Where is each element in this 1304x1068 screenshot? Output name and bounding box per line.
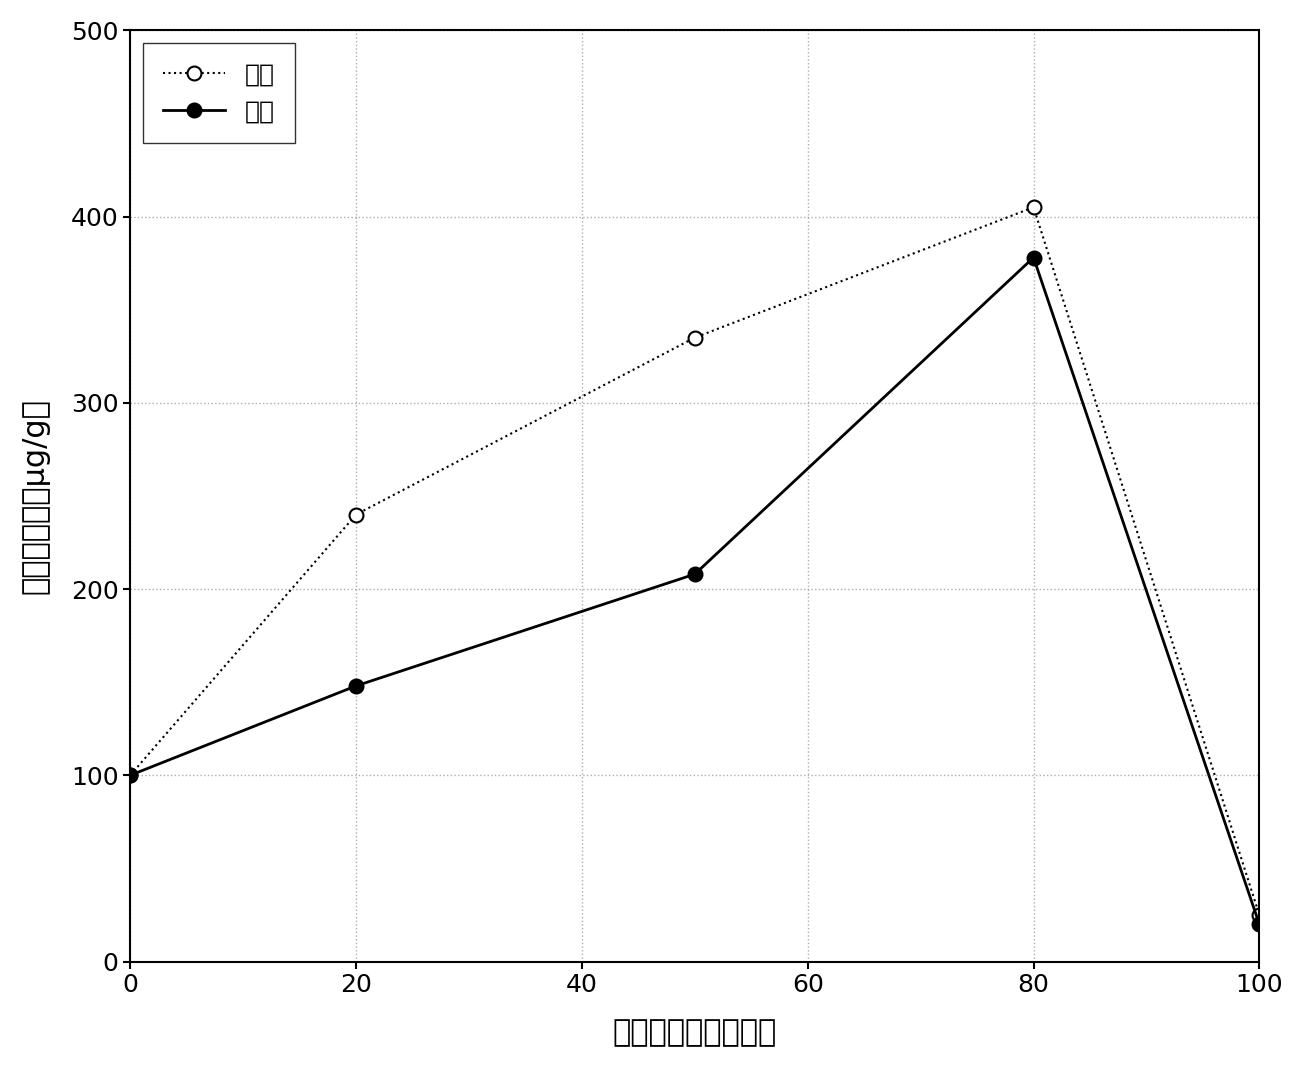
甲醇 [1252, 917, 1267, 930]
甲醇 [1026, 251, 1042, 264]
Y-axis label: 紫杉醇产量（μg/g）: 紫杉醇产量（μg/g） [21, 398, 50, 594]
甲醇 [687, 568, 703, 581]
Legend: 乙醇, 甲醇: 乙醇, 甲醇 [142, 43, 295, 143]
乙醇 [123, 769, 138, 782]
乙醇 [348, 508, 364, 521]
乙醇 [1026, 201, 1042, 214]
X-axis label: 甲醇或乙醇的百分比: 甲醇或乙醇的百分比 [613, 1018, 777, 1047]
甲醇 [123, 769, 138, 782]
乙醇 [1252, 909, 1267, 922]
Line: 乙醇: 乙醇 [124, 201, 1266, 922]
甲醇 [348, 679, 364, 692]
乙醇 [687, 331, 703, 344]
Line: 甲醇: 甲醇 [124, 251, 1266, 931]
